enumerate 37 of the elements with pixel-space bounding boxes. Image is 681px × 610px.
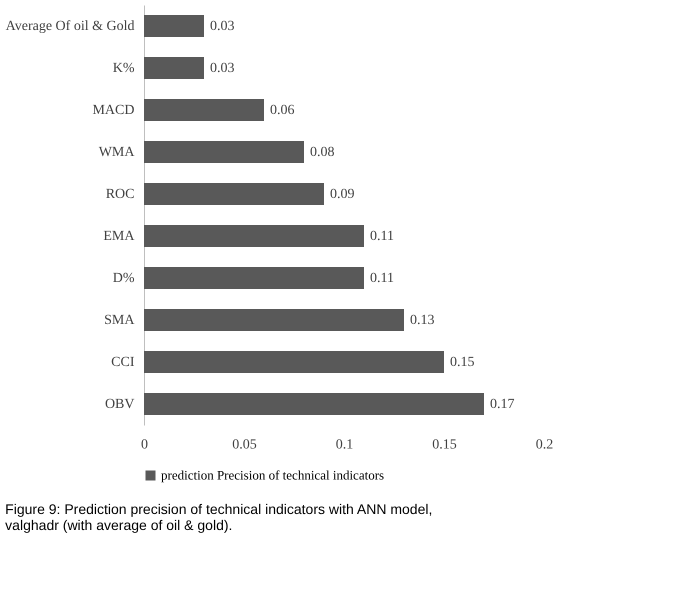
data-label: 0.13 [410, 313, 434, 328]
y-tick-label: EMA [103, 229, 136, 244]
y-tick-label: OBV [104, 397, 134, 412]
data-label: 0.03 [210, 19, 234, 34]
y-tick-label: Average Of oil & Gold [6, 19, 134, 34]
data-label: 0.09 [330, 187, 354, 202]
y-tick-label: MACD [92, 103, 134, 118]
y-tick-label: K% [112, 61, 135, 76]
bar [144, 183, 324, 205]
y-tick-label: CCI [111, 355, 135, 370]
bar [144, 225, 364, 247]
data-label: 0.15 [450, 355, 474, 370]
bar [144, 57, 204, 79]
x-tick-label: 0.05 [232, 438, 257, 452]
data-label: 0.11 [370, 271, 394, 286]
data-label: 0.03 [210, 61, 234, 76]
bar [144, 15, 204, 37]
bar [144, 99, 264, 121]
bar [144, 351, 444, 373]
bar [144, 309, 404, 331]
x-tick-label: 0 [141, 438, 148, 452]
data-label: 0.08 [310, 145, 334, 160]
bar [144, 393, 484, 415]
bar [144, 267, 364, 289]
x-tick-label: 0.15 [432, 438, 457, 452]
bar [144, 141, 304, 163]
data-label: 0.17 [490, 397, 514, 412]
y-tick-label: SMA [104, 313, 136, 328]
x-tick-label: 0.1 [336, 438, 354, 452]
caption: Figure 9: Prediction precision of technical indicators with ANN model, valghadr (with average of oil & gold). [5, 501, 432, 533]
x-tick-label: 0.2 [536, 438, 554, 452]
data-label: 0.06 [270, 103, 294, 118]
y-tick-label: ROC [106, 187, 134, 202]
y-tick-label: WMA [98, 145, 136, 160]
data-label: 0.11 [370, 229, 394, 244]
legend-label: prediction Precision of technical indicators [161, 468, 384, 482]
y-tick-label: D% [112, 271, 135, 286]
